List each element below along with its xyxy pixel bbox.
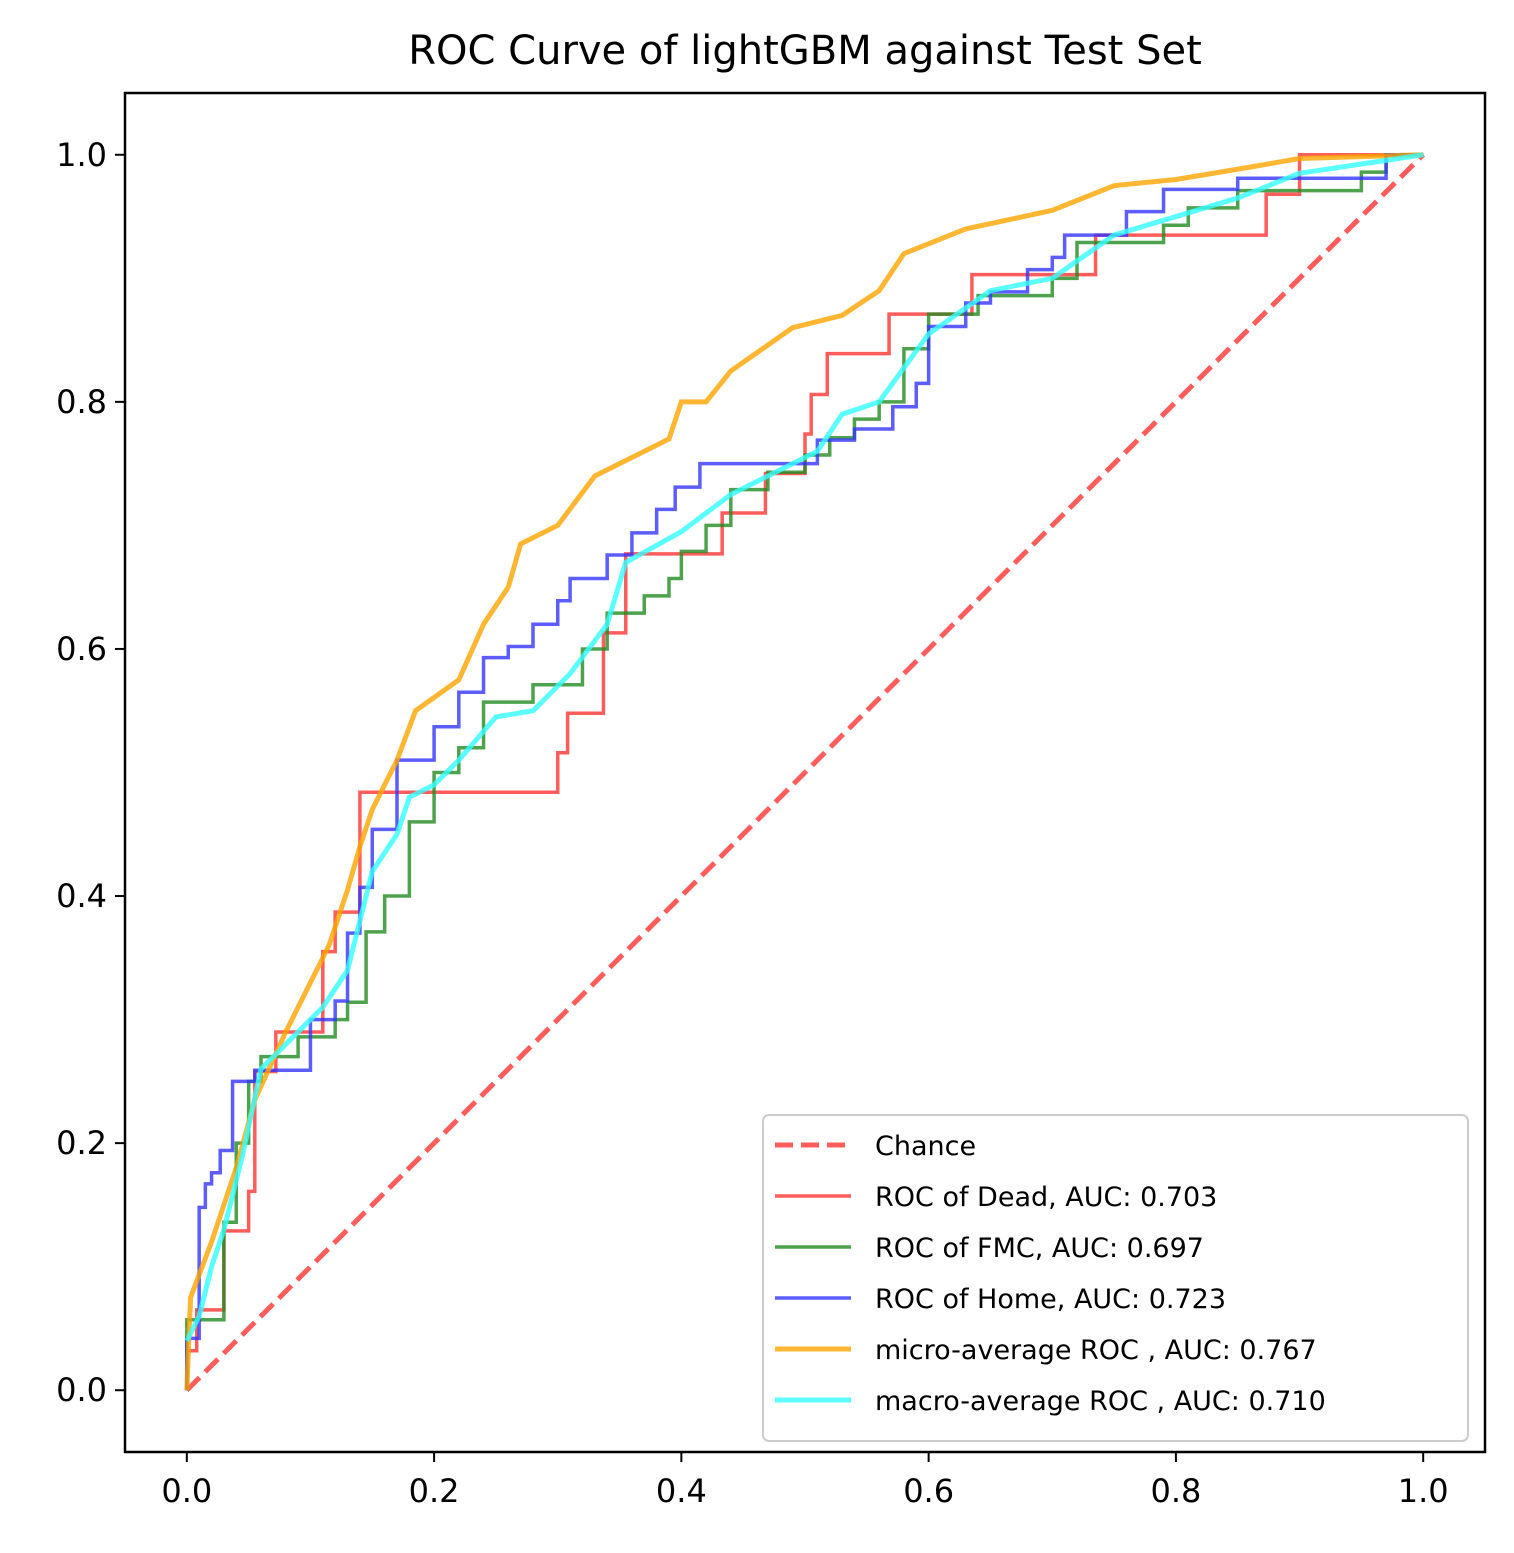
x-axis: 0.0 0.2 0.4 0.6 0.8 1.0 xyxy=(161,1452,1449,1510)
legend-label: micro-average ROC , AUC: 0.767 xyxy=(875,1335,1317,1366)
series-line-0 xyxy=(185,153,1425,1392)
series-line-2 xyxy=(185,153,1424,1391)
chart-title: ROC Curve of lightGBM against Test Set xyxy=(408,28,1202,74)
x-tick-label: 0.8 xyxy=(1150,1472,1201,1510)
x-tick-label: 0.4 xyxy=(656,1472,707,1510)
legend-label: ROC of Dead, AUC: 0.703 xyxy=(875,1182,1217,1213)
y-axis: 0.0 0.2 0.4 0.6 0.8 1.0 xyxy=(56,136,125,1409)
plot-frame xyxy=(123,91,1487,1454)
x-tick-label: 1.0 xyxy=(1398,1472,1449,1510)
x-tick-label: 0.0 xyxy=(161,1472,212,1510)
y-tick-label: 0.2 xyxy=(56,1124,107,1162)
legend-label: ROC of FMC, AUC: 0.697 xyxy=(875,1233,1204,1264)
y-tick-label: 0.4 xyxy=(56,877,107,915)
legend-label: macro-average ROC , AUC: 0.710 xyxy=(875,1386,1326,1417)
x-tick-label: 0.6 xyxy=(903,1472,954,1510)
y-tick-label: 1.0 xyxy=(56,136,107,174)
legend-label: Chance xyxy=(875,1131,976,1162)
series-line-4 xyxy=(184,152,1424,1391)
plot-area xyxy=(184,152,1425,1392)
legend-label: ROC of Home, AUC: 0.723 xyxy=(875,1284,1226,1315)
y-tick-label: 0.0 xyxy=(56,1371,107,1409)
y-tick-label: 0.6 xyxy=(56,630,107,668)
series-line-5 xyxy=(184,152,1424,1342)
legend-box xyxy=(762,1114,1469,1442)
y-tick-label: 0.8 xyxy=(56,383,107,421)
legend: Chance ROC of Dead, AUC: 0.703 ROC of FMC,… xyxy=(762,1114,1469,1442)
series-line-3 xyxy=(185,153,1424,1391)
x-tick-label: 0.2 xyxy=(409,1472,460,1510)
